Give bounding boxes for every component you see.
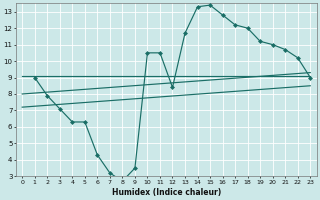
X-axis label: Humidex (Indice chaleur): Humidex (Indice chaleur) (112, 188, 221, 197)
